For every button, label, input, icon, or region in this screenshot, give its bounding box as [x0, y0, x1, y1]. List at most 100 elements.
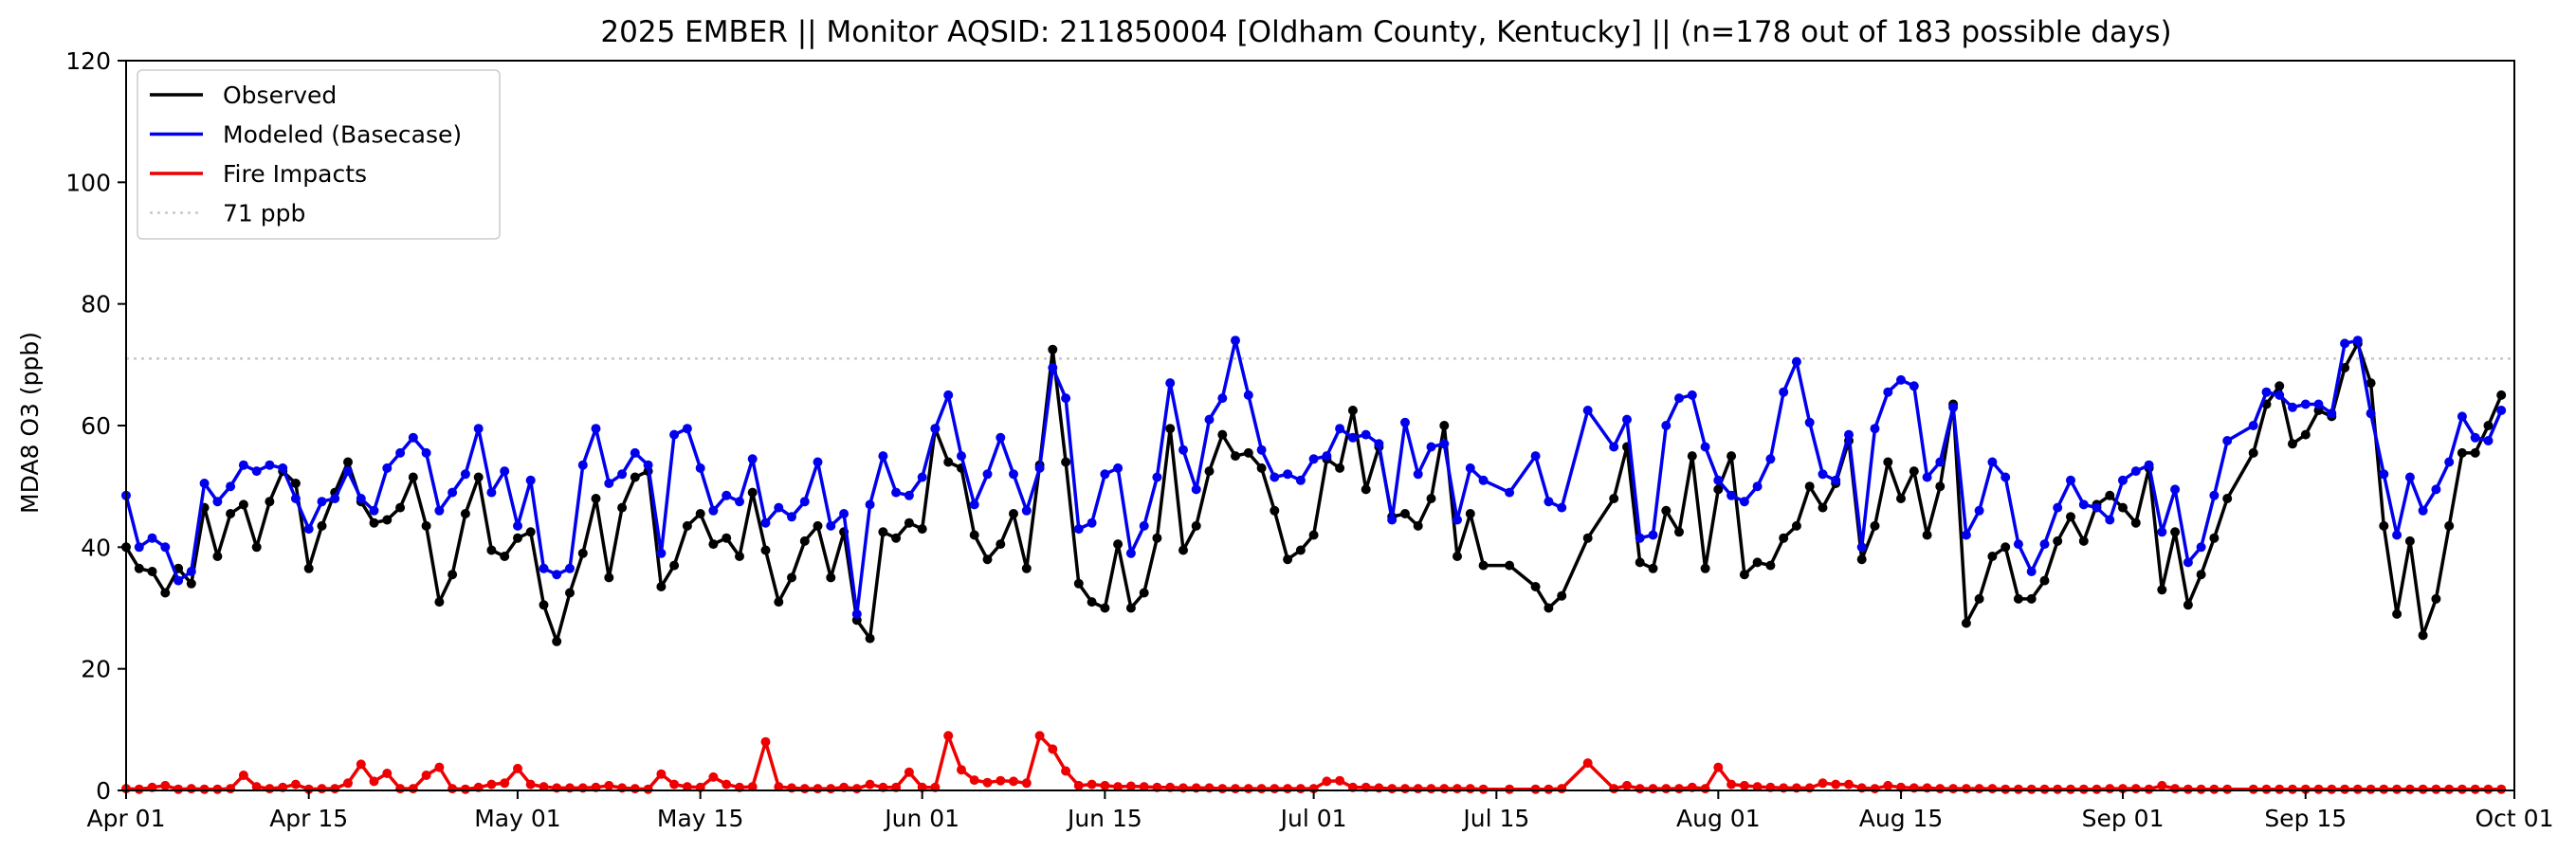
data-point: [317, 784, 327, 794]
data-point: [735, 497, 744, 507]
data-point: [878, 451, 888, 462]
data-point: [2092, 784, 2102, 794]
data-point: [1439, 784, 1450, 794]
data-point: [1791, 356, 1801, 367]
data-point: [708, 771, 719, 782]
data-point: [434, 597, 445, 608]
data-point: [878, 527, 888, 537]
data-point: [1713, 475, 1724, 485]
data-point: [317, 497, 327, 507]
data-point: [2144, 784, 2154, 794]
data-point: [2248, 784, 2258, 794]
data-point: [160, 588, 171, 598]
data-point: [695, 463, 705, 473]
data-point: [943, 731, 954, 741]
data-point: [1178, 545, 1188, 555]
data-point: [1165, 378, 1176, 389]
data-point: [2196, 570, 2206, 580]
data-point: [1870, 424, 1880, 434]
data-point: [290, 779, 301, 789]
data-point: [1961, 784, 1971, 794]
data-point: [2053, 502, 2063, 513]
data-point: [891, 487, 902, 498]
data-point: [1883, 780, 1893, 790]
data-point: [500, 466, 510, 477]
data-point: [917, 472, 927, 482]
data-point: [1191, 484, 1201, 495]
data-point: [787, 512, 796, 522]
data-point: [865, 779, 875, 789]
data-point: [1791, 520, 1801, 531]
data-point: [1530, 582, 1541, 591]
data-point: [2001, 784, 2011, 794]
data-point: [460, 509, 470, 518]
data-point: [1048, 363, 1058, 372]
data-point: [539, 782, 549, 792]
data-point: [1870, 520, 1880, 531]
data-point: [1400, 784, 1410, 794]
data-point: [2300, 399, 2311, 409]
data-point: [160, 542, 171, 553]
data-point: [2366, 784, 2376, 794]
data-point: [486, 487, 497, 498]
x-tick-label: Jun 15: [1066, 805, 1142, 832]
data-point: [2170, 484, 2181, 495]
data-point: [2288, 402, 2297, 412]
data-point: [2130, 784, 2141, 794]
data-point: [226, 509, 236, 518]
data-point: [552, 570, 562, 580]
data-point: [969, 775, 979, 786]
data-point: [1231, 451, 1240, 462]
x-tick-label: Jul 01: [1279, 805, 1347, 832]
data-point: [473, 424, 484, 434]
data-point: [708, 539, 719, 550]
data-point: [1557, 502, 1567, 513]
data-point: [1674, 393, 1684, 404]
data-point: [799, 784, 810, 794]
data-point: [1909, 381, 1919, 391]
data-point: [238, 771, 248, 780]
data-point: [174, 575, 184, 586]
data-point: [2379, 784, 2389, 794]
data-point: [1231, 336, 1240, 346]
data-point: [473, 472, 484, 482]
data-point: [591, 424, 601, 434]
data-point: [1661, 784, 1672, 794]
data-point: [525, 779, 536, 789]
data-point: [1283, 469, 1293, 480]
data-point: [1387, 784, 1398, 794]
data-point: [2078, 535, 2089, 546]
data-point: [1739, 497, 1749, 507]
data-point: [1505, 487, 1515, 498]
data-point: [1231, 784, 1240, 794]
data-point: [1021, 563, 1032, 573]
data-point: [1883, 457, 1893, 467]
x-tick-label: Sep 15: [2264, 805, 2347, 832]
data-point: [2183, 600, 2193, 610]
data-point: [1974, 784, 1984, 794]
data-point: [1152, 533, 1162, 543]
data-point: [774, 597, 784, 608]
y-tick-label: 100: [65, 169, 111, 196]
data-point: [682, 782, 692, 792]
data-point: [1856, 542, 1867, 553]
data-point: [1726, 451, 1737, 462]
data-point: [1478, 784, 1489, 794]
data-point: [1270, 472, 1280, 482]
data-point: [1752, 557, 1763, 568]
data-point: [1765, 454, 1776, 464]
data-point: [1478, 560, 1489, 571]
data-point: [760, 545, 771, 555]
data-point: [500, 552, 510, 561]
data-point: [747, 487, 758, 498]
data-point: [2340, 784, 2350, 794]
data-point: [1530, 451, 1541, 462]
legend-label: 71 ppb: [223, 200, 305, 227]
data-point: [2261, 784, 2272, 794]
data-point: [1335, 775, 1345, 786]
data-point: [421, 447, 431, 458]
data-point: [343, 466, 353, 477]
data-point: [1557, 590, 1567, 601]
data-point: [2288, 439, 2297, 449]
data-point: [2183, 784, 2193, 794]
